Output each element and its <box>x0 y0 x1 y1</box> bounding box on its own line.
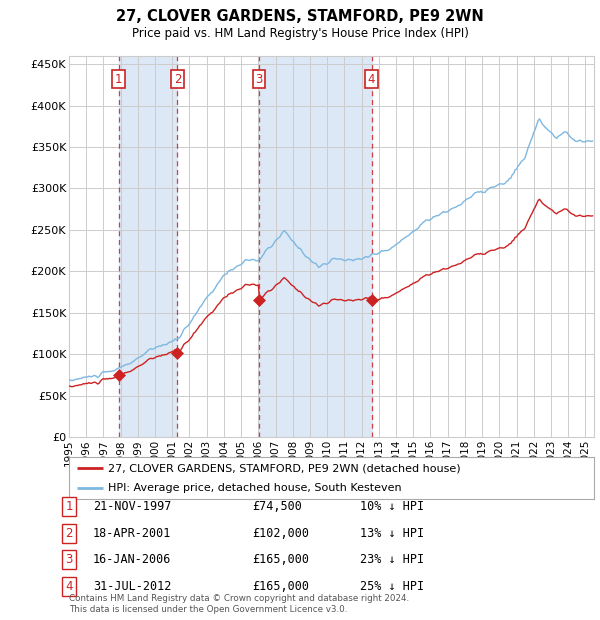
Bar <box>259 56 371 437</box>
Text: 25% ↓ HPI: 25% ↓ HPI <box>360 580 424 593</box>
Text: 3: 3 <box>256 73 263 86</box>
Text: Price paid vs. HM Land Registry's House Price Index (HPI): Price paid vs. HM Land Registry's House … <box>131 27 469 40</box>
Text: 31-JUL-2012: 31-JUL-2012 <box>93 580 172 593</box>
Text: £165,000: £165,000 <box>252 554 309 566</box>
Text: 21-NOV-1997: 21-NOV-1997 <box>93 500 172 513</box>
Text: 1: 1 <box>115 73 122 86</box>
Text: 2: 2 <box>173 73 181 86</box>
Text: 10% ↓ HPI: 10% ↓ HPI <box>360 500 424 513</box>
Text: £165,000: £165,000 <box>252 580 309 593</box>
Text: 4: 4 <box>65 580 73 593</box>
Text: 3: 3 <box>65 554 73 566</box>
Text: £102,000: £102,000 <box>252 527 309 539</box>
Text: 13% ↓ HPI: 13% ↓ HPI <box>360 527 424 539</box>
Text: £74,500: £74,500 <box>252 500 302 513</box>
Text: 18-APR-2001: 18-APR-2001 <box>93 527 172 539</box>
Text: 16-JAN-2006: 16-JAN-2006 <box>93 554 172 566</box>
Text: 1: 1 <box>65 500 73 513</box>
Text: This data is licensed under the Open Government Licence v3.0.: This data is licensed under the Open Gov… <box>69 604 347 614</box>
Text: 23% ↓ HPI: 23% ↓ HPI <box>360 554 424 566</box>
Text: 27, CLOVER GARDENS, STAMFORD, PE9 2WN (detached house): 27, CLOVER GARDENS, STAMFORD, PE9 2WN (d… <box>109 463 461 473</box>
Text: 2: 2 <box>65 527 73 539</box>
Text: Contains HM Land Registry data © Crown copyright and database right 2024.: Contains HM Land Registry data © Crown c… <box>69 593 409 603</box>
Bar <box>119 56 178 437</box>
Text: 4: 4 <box>368 73 376 86</box>
Text: 27, CLOVER GARDENS, STAMFORD, PE9 2WN: 27, CLOVER GARDENS, STAMFORD, PE9 2WN <box>116 9 484 24</box>
Text: HPI: Average price, detached house, South Kesteven: HPI: Average price, detached house, Sout… <box>109 483 402 493</box>
